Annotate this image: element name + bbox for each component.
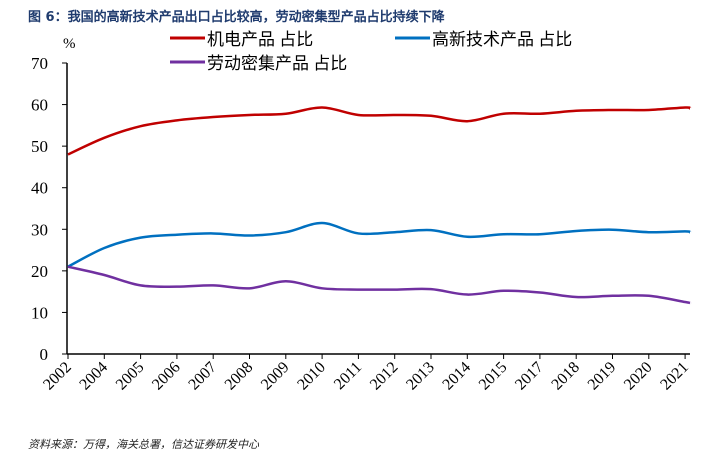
y-tick-label: 30 (31, 220, 48, 239)
x-tick-label: 2013 (403, 359, 438, 394)
legend-label: 高新技术产品 占比 (432, 30, 572, 49)
x-tick-label: 2004 (76, 359, 111, 394)
series-line-0 (67, 106, 692, 156)
x-tick-label: 2007 (185, 359, 220, 394)
x-tick-label: 2012 (367, 359, 402, 394)
legend-label: 劳动密集产品 占比 (207, 54, 347, 73)
x-tick-label: 2014 (439, 359, 474, 394)
source-note: 资料来源：万得，海关总署，信达证券研发中心 (28, 438, 259, 451)
chart-title: 图 6：我国的高新技术产品出口占比较高，劳动密集型产品占比持续下降 (28, 10, 445, 25)
y-tick-label: 50 (31, 137, 48, 156)
y-tick-label: 10 (31, 303, 48, 322)
series-line-1 (67, 221, 692, 268)
x-tick-label: 2009 (258, 359, 293, 394)
x-tick-label: 2017 (512, 359, 547, 394)
y-tick-label: 40 (31, 179, 48, 198)
y-tick-label: 70 (31, 54, 48, 73)
x-tick-label: 2020 (621, 359, 656, 394)
legend-label: 机电产品 占比 (207, 30, 313, 49)
x-tick-label: 2010 (294, 359, 329, 394)
x-tick-label: 2006 (149, 359, 184, 394)
x-tick-label: 2018 (548, 359, 583, 394)
series-line-2 (67, 265, 692, 305)
x-tick-label: 2011 (331, 359, 365, 393)
x-tick-label: 2005 (113, 359, 148, 394)
y-tick-label: 20 (31, 262, 48, 281)
x-tick-label: 2021 (657, 359, 692, 394)
x-tick-label: 2002 (40, 359, 75, 394)
x-tick-label: 2008 (222, 359, 257, 394)
y-axis-unit: % (63, 36, 76, 52)
y-tick-label: 60 (31, 96, 48, 115)
x-tick-label: 2019 (585, 359, 620, 394)
x-tick-label: 2015 (476, 359, 511, 394)
y-tick-label: 0 (40, 345, 49, 364)
